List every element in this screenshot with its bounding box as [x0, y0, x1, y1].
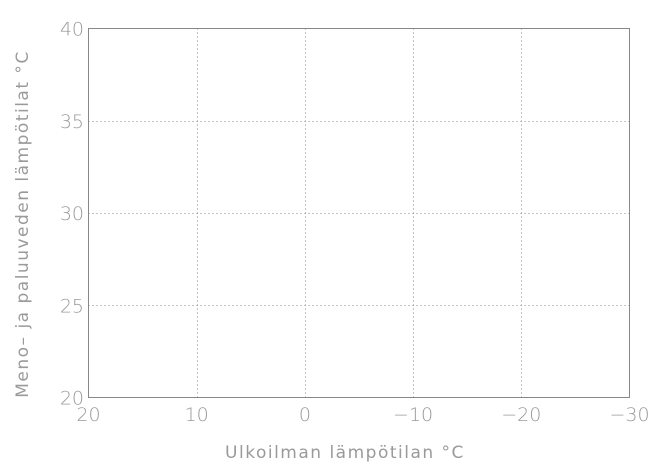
x-tick-label: 20	[76, 404, 100, 426]
x-tick-label: −20	[501, 404, 541, 426]
y-axis-ticks: 20 25 30 35 40	[60, 19, 84, 410]
y-tick-label: 25	[60, 295, 84, 317]
y-tick-label: 30	[60, 203, 84, 225]
x-axis-ticks: 20 10 0 −10 −20 −30	[76, 404, 649, 426]
x-tick-label: −30	[609, 404, 649, 426]
y-tick-label: 35	[60, 111, 84, 133]
x-tick-label: −10	[393, 404, 433, 426]
x-tick-label: 0	[299, 404, 311, 426]
y-axis-label: Meno– ja paluuveden lämpötilat °C	[13, 50, 33, 398]
y-tick-label: 40	[60, 19, 84, 41]
grid	[88, 28, 630, 398]
y-tick-label: 20	[60, 388, 84, 410]
x-axis-label: Ulkoilman lämpötilan °C	[225, 443, 465, 463]
plot-frame	[88, 28, 630, 398]
x-tick-label: 10	[185, 404, 209, 426]
